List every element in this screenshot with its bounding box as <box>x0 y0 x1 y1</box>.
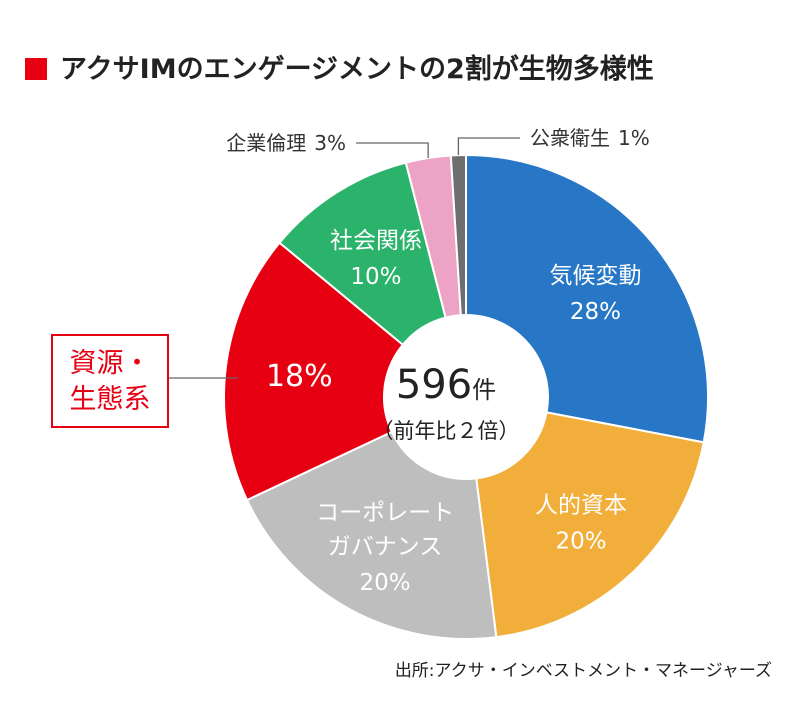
slice-percent-2: 20% <box>360 570 411 596</box>
chart-title: アクサIMのエンゲージメントの2割が生物多様性 <box>60 53 654 85</box>
slice-label-2: ガバナンス <box>328 534 443 560</box>
leader-line-5 <box>356 142 429 158</box>
leader-line-6 <box>457 137 520 156</box>
slice-percent-4: 10% <box>350 264 401 290</box>
slice-percent-3: 18% <box>266 359 333 394</box>
slice-label-5: 企業倫理 3% <box>226 131 346 155</box>
slices-layer <box>223 153 709 640</box>
center-label: 596件 （前年比２倍） <box>373 362 520 443</box>
center-total: 596件 <box>396 362 496 408</box>
slice-label-4: 社会関係 <box>330 228 422 254</box>
slice-label-1: 人的資本 <box>535 492 627 518</box>
slice-label-2: コーポレート <box>316 500 454 526</box>
center-note: （前年比２倍） <box>373 419 520 443</box>
slice-label-text-6: 公衆衛生 <box>530 126 610 150</box>
slice-label-6: 公衆衛生 1% <box>530 126 650 150</box>
slice-label-text-5: 企業倫理 <box>226 131 306 155</box>
donut-hole <box>384 315 548 479</box>
title-marker <box>25 58 47 80</box>
slice-percent-1: 20% <box>555 528 606 554</box>
callout-label-3: 資源・ <box>70 348 151 379</box>
slice-percent-5: 3% <box>314 131 346 155</box>
callout-label-3: 生態系 <box>70 384 151 415</box>
slice-percent-6: 1% <box>618 126 650 150</box>
source-note: 出所:アクサ・インベストメント・マネージャーズ <box>395 661 772 681</box>
slice-percent-0: 28% <box>570 299 621 325</box>
callout-box <box>51 334 169 428</box>
center-unit: 件 <box>472 376 496 404</box>
slice-label-0: 気候変動 <box>549 263 641 289</box>
center-value: 596 <box>396 362 472 408</box>
